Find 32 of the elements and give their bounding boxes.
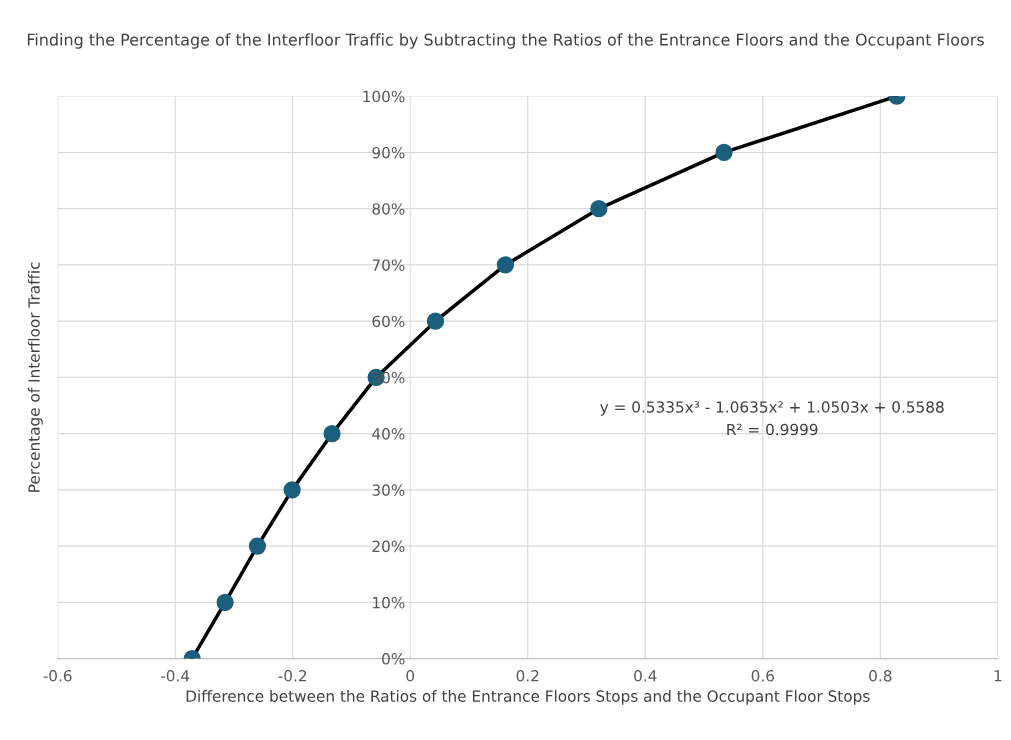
x-tick-label: -0.6 (43, 669, 72, 682)
y-tick-label: 20% (372, 540, 405, 553)
point (216, 593, 234, 611)
annotation: y = 0.5335x³ - 1.0635x² + 1.0503x + 0.5588 (600, 401, 944, 416)
y-tick-label: 30% (372, 484, 405, 496)
point (283, 481, 301, 499)
x-tick-label: 0.4 (634, 669, 657, 682)
x-axis-title: Difference between the Ratios of the Entrance Floors Stops and the Occupant Floor Stops (186, 690, 870, 705)
x-tick-label: 0.2 (516, 669, 539, 682)
point (426, 312, 445, 330)
y-tick-label: 60% (372, 315, 405, 328)
chart-title: Finding the Percentage of the Interfloor Traffic by Subtracting the Ratios of the Entrance Floors and the Occupant Floors (27, 33, 984, 49)
x-tick-label: 0 (406, 669, 415, 682)
point (590, 200, 608, 218)
y-axis-title: Percentage of Interfloor Traffic (27, 262, 43, 492)
x-tick-label: 1 (994, 670, 1002, 682)
point (496, 256, 515, 274)
annotation: R² = 0.9999 (727, 423, 818, 436)
y-tick-label: 40% (372, 428, 405, 440)
y-tick-label: 70% (372, 259, 405, 271)
point (715, 143, 733, 162)
y-tick-label: 10% (373, 596, 405, 609)
x-tick-label: -0.2 (278, 669, 307, 682)
x-tick-label: -0.4 (161, 669, 190, 682)
y-tick-label: 0% (382, 653, 405, 665)
y-tick-label: 80% (372, 203, 405, 215)
point (248, 537, 267, 555)
point (323, 425, 341, 443)
y-tick-label: 100% (363, 90, 405, 103)
x-tick-label: 0.8 (869, 669, 892, 682)
y-tick-label: 90% (372, 146, 405, 159)
x-tick-label: 0.6 (751, 669, 774, 682)
